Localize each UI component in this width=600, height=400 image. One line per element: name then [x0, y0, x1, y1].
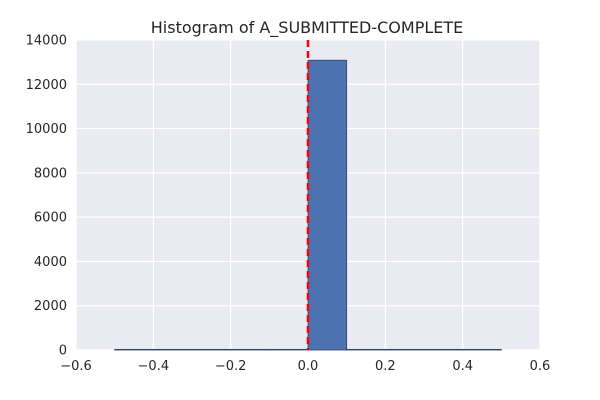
y-tick-label: 4000 — [34, 255, 67, 270]
histogram-bar — [114, 348, 154, 351]
histogram-bar — [152, 348, 193, 351]
histogram-bar — [384, 348, 425, 351]
histogram-bar — [230, 348, 270, 351]
y-tick-label: 14000 — [26, 34, 67, 49]
y-tick-label: 12000 — [26, 78, 67, 93]
histogram-bar — [268, 348, 309, 351]
y-tick-label: 6000 — [34, 211, 67, 226]
chart-title: Histogram of A_SUBMITTED-COMPLETE — [151, 18, 464, 38]
histogram-bars — [114, 59, 502, 351]
x-tick-label: −0.2 — [215, 359, 247, 374]
histogram-bar — [307, 59, 348, 351]
x-tick-label: −0.6 — [60, 359, 92, 374]
x-tick-label: 0.4 — [452, 359, 473, 374]
x-tick-label: 0.2 — [375, 359, 396, 374]
y-tick-label: 2000 — [34, 299, 67, 314]
x-tick-labels: −0.6 −0.4 −0.2 0.0 0.2 0.4 0.6 — [60, 359, 550, 374]
y-tick-label: 0 — [59, 344, 67, 359]
histogram-bar — [191, 348, 232, 351]
y-tick-labels: 0 2000 4000 6000 8000 10000 12000 14000 — [26, 34, 67, 359]
x-tick-label: −0.4 — [138, 359, 170, 374]
x-tick-label: 0.6 — [530, 359, 551, 374]
y-tick-label: 10000 — [26, 122, 67, 137]
y-tick-label: 8000 — [34, 166, 67, 181]
histogram-bar — [423, 348, 464, 351]
x-tick-label: 0.0 — [298, 359, 319, 374]
histogram-bar — [346, 348, 386, 351]
histogram-bar — [462, 348, 502, 351]
